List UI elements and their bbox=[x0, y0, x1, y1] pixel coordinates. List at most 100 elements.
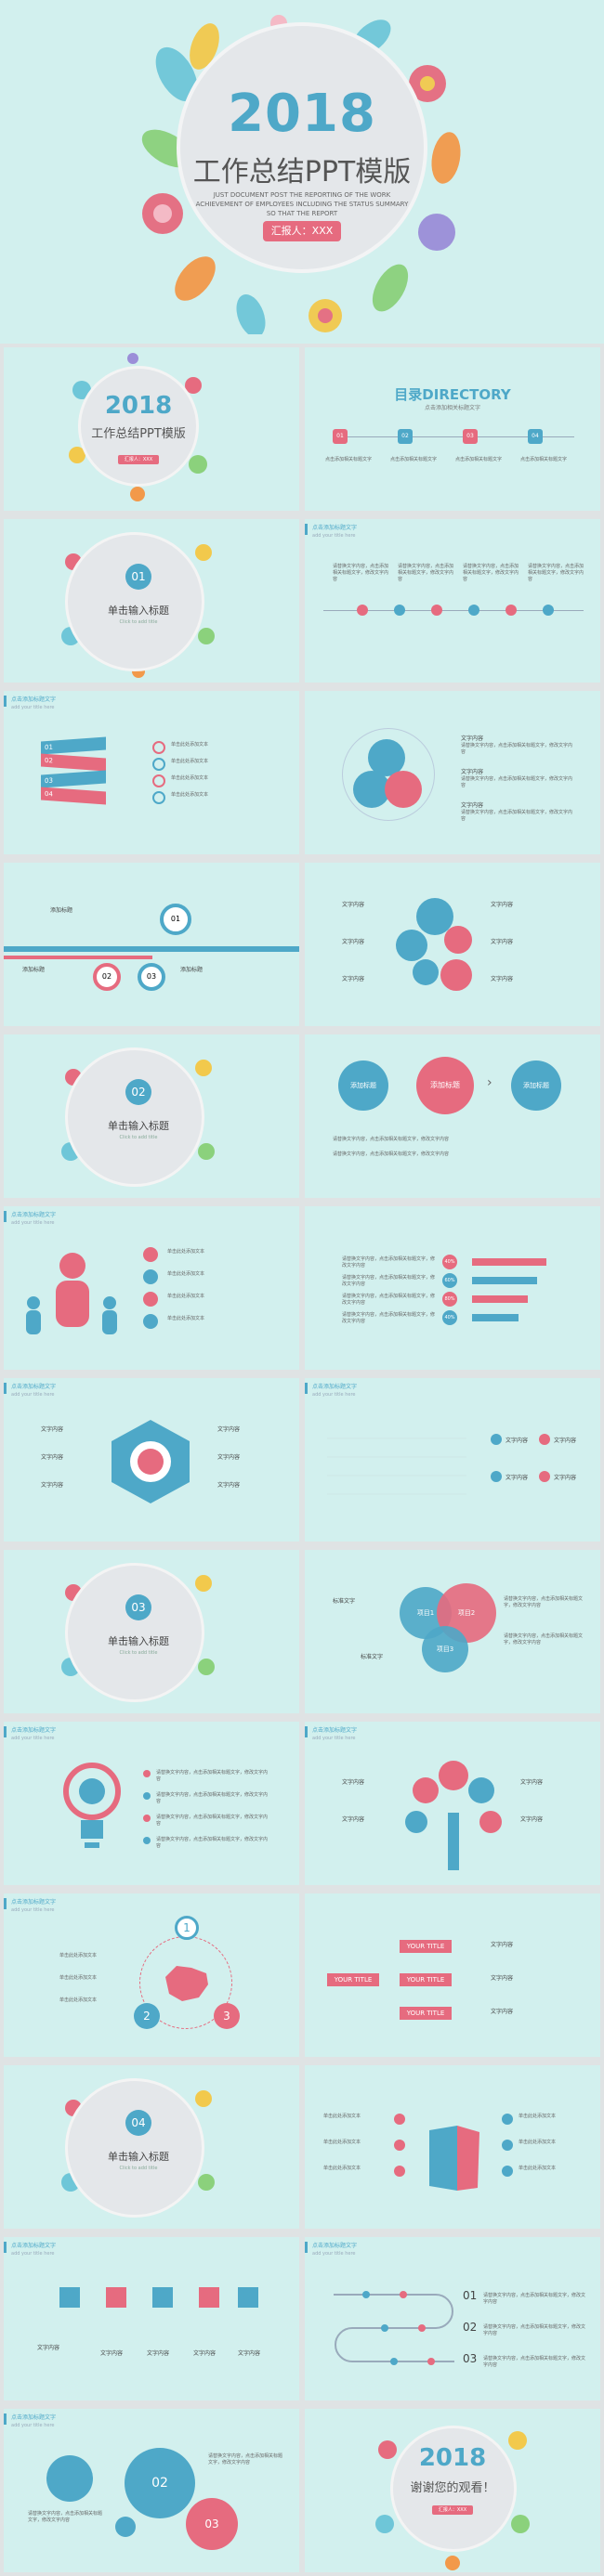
venn-circle-c: 项目3 bbox=[422, 1626, 468, 1672]
gear-02: 02 bbox=[125, 2448, 195, 2518]
slide-title: 点击添加标题文字 add your title here bbox=[11, 696, 57, 710]
slide-tree[interactable]: 点击添加标题文字 add your title here 文字内容 文字内容 文字… bbox=[305, 1722, 600, 1885]
timeline-num: 01 bbox=[463, 2289, 478, 2302]
slide-three-steps[interactable]: 添加标题 添加标题 › 添加标题 请替换文字内容，点击添加相关标题文字，修改文字… bbox=[305, 1034, 600, 1198]
slide-line-chart[interactable]: 点击添加标题文字 add your title here 文字内容 文字内容 文字… bbox=[305, 1378, 600, 1542]
slide-timeline-dots[interactable]: 点击添加标题文字 add your title here 请替换文字内容，点击添加… bbox=[305, 519, 600, 683]
slide-lightbulb[interactable]: 点击添加标题文字 add your title here 请替换文字内容，点击添加… bbox=[4, 1722, 299, 1885]
slide-three-circles[interactable]: 文字内容 请替换文字内容，点击添加相关标题文字，修改文字内容 文字内容 请替换文… bbox=[305, 691, 600, 854]
feature-text: 单击此处添加文本 bbox=[519, 2140, 557, 2145]
list-text: 单击此处添加文本 bbox=[171, 759, 209, 764]
toc-item-01[interactable]: 01 bbox=[333, 429, 348, 444]
feature-icon bbox=[502, 2166, 513, 2177]
list-icon bbox=[152, 774, 165, 787]
legend-dot bbox=[491, 1434, 502, 1445]
list-text: 请替换文字内容，点击添加相关标题文字，修改文字内容 bbox=[156, 1792, 269, 1804]
ribbon-04: 04 bbox=[41, 787, 106, 805]
body-text: 请替换文字内容，点击添加相关标题文字，修改文字内容 bbox=[528, 564, 584, 582]
list-icon bbox=[143, 1269, 158, 1284]
step-title: 添加标题 bbox=[50, 907, 73, 914]
step-title: 文字内容 bbox=[37, 2345, 60, 2351]
percent-badge: 40% bbox=[442, 1310, 457, 1325]
list-text: 单击此处添加文本 bbox=[167, 1249, 205, 1255]
step-title: 文字内容 bbox=[147, 2350, 170, 2357]
toc-line bbox=[333, 436, 574, 437]
tree-label: 文字内容 bbox=[520, 1816, 544, 1823]
list-text: 单击此处添加文本 bbox=[171, 792, 209, 798]
slide-hexagon[interactable]: 点击添加标题文字 add your title here 文字内容 文字内容 文字… bbox=[4, 1378, 299, 1542]
item-title: 文字内容 bbox=[217, 1426, 241, 1433]
slide-your-title[interactable]: YOUR TITLE YOUR TITLE YOUR TITLE YOUR TI… bbox=[305, 1893, 600, 2057]
timeline-dot bbox=[394, 605, 405, 616]
step-circle-2: 添加标题 bbox=[416, 1057, 474, 1114]
step-circle-1: 添加标题 bbox=[338, 1060, 388, 1111]
slide-ribbons[interactable]: 点击添加标题文字 add your title here 01 02 03 04 … bbox=[4, 691, 299, 854]
slide-shopping-bag[interactable]: 单击此处添加文本 单击此处添加文本 单击此处添加文本 单击此处添加文本 单击此处… bbox=[305, 2065, 600, 2229]
toc-title: 目录DIRECTORY bbox=[394, 386, 511, 403]
bullet-dot bbox=[143, 1837, 151, 1844]
arrow-band bbox=[472, 1295, 528, 1303]
percent-badge: 80% bbox=[442, 1292, 457, 1307]
slide-snake-timeline[interactable]: 点击添加标题文字 add your title here 01 02 03 请替换… bbox=[305, 2237, 600, 2400]
slide-family[interactable]: 点击添加标题文字 add your title here 单击此处添加文本 单击此… bbox=[4, 1206, 299, 1370]
toc-item-text: 点击添加相关标题文字 bbox=[325, 457, 373, 462]
slide-section-04[interactable]: 04 单击输入标题 Click to add title bbox=[4, 2065, 299, 2229]
your-title-branch: YOUR TITLE bbox=[400, 2007, 452, 2020]
slide-venn[interactable]: 项目1 项目2 项目3 标准文字 标准文字 请替换文字内容，点击添加相关标题文字… bbox=[305, 1550, 600, 1713]
timeline-dot bbox=[431, 605, 442, 616]
shopping-bag-icon bbox=[429, 2126, 479, 2191]
slide-process[interactable]: 点击添加标题文字 add your title here 文字内容 文字内容 文字… bbox=[4, 2237, 299, 2400]
corner-bar bbox=[4, 2242, 7, 2253]
step-title: 文字内容 bbox=[238, 2350, 261, 2357]
tree-label: 文字内容 bbox=[342, 1816, 365, 1823]
item-text: 请替换文字内容，点击添加相关标题文字，修改文字内容 bbox=[461, 743, 573, 755]
legend-dot bbox=[539, 1471, 550, 1482]
tree-icon bbox=[405, 1761, 502, 1870]
section-circle bbox=[65, 532, 204, 671]
arrow-right-icon: › bbox=[487, 1075, 492, 1090]
legend-text: 文字内容 bbox=[506, 1475, 529, 1481]
slide-map[interactable]: 点击添加标题文字 add your title here 1 2 3 单击此处添加… bbox=[4, 1893, 299, 2057]
family-icon bbox=[26, 1253, 117, 1334]
legend-dot bbox=[539, 1434, 550, 1445]
slide-cluster-icons[interactable]: 文字内容 文字内容 文字内容 文字内容 文字内容 文字内容 bbox=[305, 863, 600, 1026]
branch-text: 文字内容 bbox=[491, 1975, 514, 1982]
section-title: 单击输入标题 bbox=[108, 605, 169, 617]
slide-mini-cover[interactable]: 2018 工作总结PPT模版 汇报人：XXX bbox=[4, 347, 299, 511]
slide-section-03[interactable]: 03 单击输入标题 Click to add title bbox=[4, 1550, 299, 1713]
body-text: 请替换文字内容，点击添加相关标题文字，修改文字内容 bbox=[333, 1151, 450, 1157]
floral-wreath bbox=[141, 15, 461, 334]
section-title: 单击输入标题 bbox=[108, 2151, 169, 2163]
section-circle bbox=[65, 1047, 204, 1187]
slide-toc[interactable]: 目录DIRECTORY 点击添加相关标题文字 01 02 03 04 点击添加相… bbox=[305, 347, 600, 511]
body-text: 请替换文字内容，点击添加相关标题文字，修改文字内容 bbox=[333, 564, 389, 582]
corner-bar bbox=[305, 1383, 308, 1394]
step-title: 文字内容 bbox=[100, 2350, 124, 2357]
section-subtitle: Click to add title bbox=[119, 1650, 158, 1656]
slide-gears[interactable]: 点击添加标题文字 add your title here 02 03 请替换文字内… bbox=[4, 2409, 299, 2572]
ribbon-03: 03 bbox=[41, 770, 106, 788]
item-title: 文字内容 bbox=[342, 902, 365, 908]
slide-connector[interactable]: 01 02 03 添加标题 添加标题 添加标题 bbox=[4, 863, 299, 1026]
slide-section-02[interactable]: 02 单击输入标题 Click to add title bbox=[4, 1034, 299, 1198]
list-text: 单击此处添加文本 bbox=[171, 775, 209, 781]
body-text: 请替换文字内容，点击添加相关标题文字，修改文字内容 bbox=[208, 2453, 283, 2465]
feature-icon bbox=[394, 2114, 405, 2125]
slide-title: 点击添加标题文字 add your title here bbox=[11, 1212, 57, 1226]
item-title: 文字内容 bbox=[217, 1454, 241, 1461]
arrow-band bbox=[472, 1314, 519, 1321]
toc-item-03[interactable]: 03 bbox=[463, 429, 478, 444]
slide-title: 点击添加标题文字 add your title here bbox=[312, 1727, 358, 1741]
toc-item-04[interactable]: 04 bbox=[528, 429, 543, 444]
cover-year: 2018 bbox=[104, 392, 173, 420]
slide-title: 点击添加标题文字 add your title here bbox=[312, 525, 358, 539]
closing-year: 2018 bbox=[418, 2444, 487, 2472]
toc-item-text: 点击添加相关标题文字 bbox=[520, 457, 568, 462]
map-point-2: 2 bbox=[134, 2003, 160, 2029]
process-step-icon bbox=[152, 2287, 173, 2308]
toc-item-02[interactable]: 02 bbox=[398, 429, 413, 444]
legend-text: 文字内容 bbox=[554, 1475, 577, 1481]
slide-arrows[interactable]: 40% 60% 80% 40% 请替换文字内容，点击添加相关标题文字，修改文字内… bbox=[305, 1206, 600, 1370]
slide-section-01[interactable]: 01 单击输入标题 Click to add title bbox=[4, 519, 299, 683]
slide-closing[interactable]: 2018 谢谢您的观看！ 汇报人：XXX bbox=[305, 2409, 600, 2572]
